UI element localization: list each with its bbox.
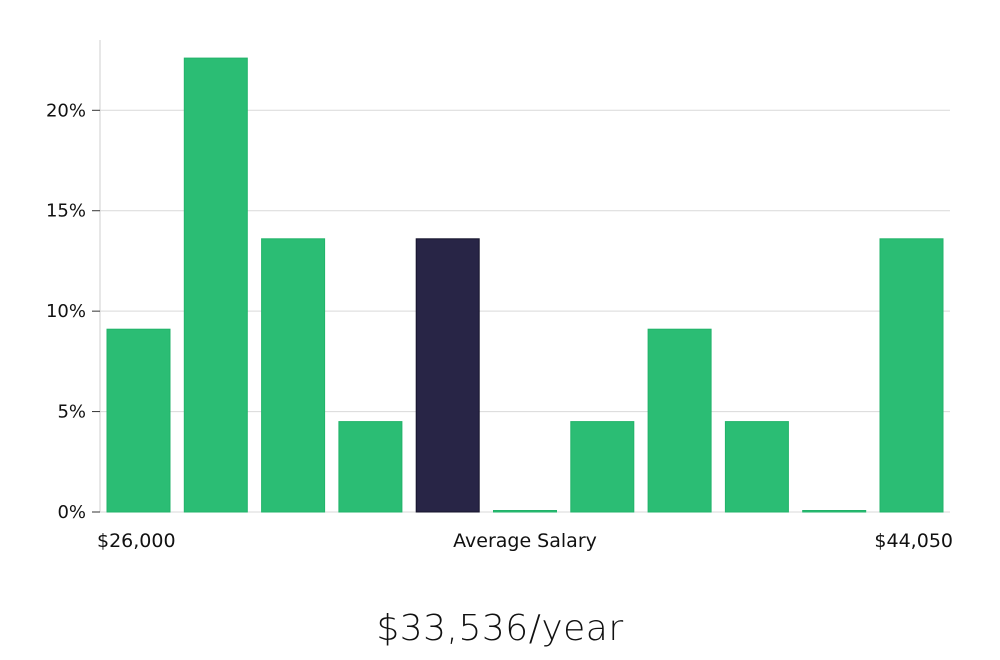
bar [570,421,635,513]
average-salary-value: $33,536/year [376,608,624,649]
bar [183,57,248,513]
x-min-label: $26,000 [97,530,176,552]
salary-distribution-chart: 0% 5% 10% 15% 20% $26,000 Average Salary $44… [46,40,953,552]
bar [724,421,789,513]
ytick-label: 0% [57,502,86,523]
ytick-label: 10% [46,301,86,322]
bar [106,328,171,513]
bar [647,328,712,513]
x-max-label: $44,050 [874,530,953,552]
bar [802,510,867,513]
ytick-label: 15% [46,201,86,222]
bar [338,421,403,513]
bar [261,238,326,513]
ytick-layer: 0% 5% 10% 15% 20% [46,100,100,523]
bar-highlighted [415,238,480,513]
bar [879,238,944,513]
ytick-label: 5% [57,402,86,423]
bars-layer [106,57,944,513]
x-axis-title: Average Salary [453,530,597,552]
ytick-label: 20% [46,100,86,121]
bar [493,510,557,513]
